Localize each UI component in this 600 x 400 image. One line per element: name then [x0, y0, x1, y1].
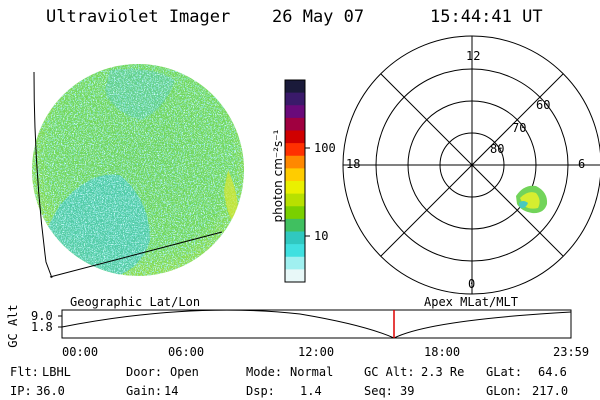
colorbar-segment [285, 244, 305, 258]
panel-label-apex: Apex MLat/MLT [424, 295, 518, 309]
orbit-xtick-1800: 18:00 [424, 345, 461, 359]
colorbar-segment [285, 218, 305, 232]
info-door-label: Door: [126, 365, 163, 379]
orbit-ylabel: GC Alt [6, 304, 20, 348]
earth-disk-image [32, 64, 244, 276]
orbit-altitude-curve [61, 309, 572, 339]
colorbar-segment [285, 193, 305, 207]
geo-latitude-line [49, 231, 223, 278]
info-door-value: Open [170, 365, 199, 379]
polar-plot [342, 35, 600, 295]
colorbar-segment [285, 92, 305, 106]
colorbar-segment [285, 80, 305, 94]
colorbar-segment [285, 269, 305, 283]
orbit-ytick-high: 9.0 [31, 309, 53, 323]
colorbar-segment [285, 206, 305, 220]
info-ip-label: IP: [10, 384, 32, 398]
colorbar-border [284, 79, 306, 283]
info-mode-label: Mode: [246, 365, 283, 379]
colorbar-segment [285, 231, 305, 245]
info-gcalt-label: GC Alt: [364, 365, 415, 379]
info-ip-value: 36.0 [36, 384, 65, 398]
info-dsp-label: Dsp: [246, 384, 275, 398]
instrument-title: Ultraviolet Imager [46, 7, 231, 27]
polar-label-right: 6 [578, 157, 586, 171]
info-gain-label: Gain: [126, 384, 163, 398]
colorbar-tick-10: 10 [314, 229, 329, 243]
orbit-xtick-2359: 23:59 [553, 345, 590, 359]
orbit-xtick-1200: 12:00 [298, 345, 335, 359]
colorbar-tick-100: 100 [314, 141, 336, 155]
info-filter-label: Flt: [10, 365, 39, 379]
info-seq-label: Seq: [364, 384, 393, 398]
colorbar [284, 79, 306, 283]
geo-longitude-line [33, 71, 53, 279]
polar-auroral-blob [516, 185, 548, 214]
polar-label-left: 18 [346, 157, 361, 171]
observation-time: 15:44:41 UT [430, 7, 543, 27]
colorbar-segment [285, 256, 305, 270]
info-glon-value: 217.0 [532, 384, 569, 398]
observation-date: 26 May 07 [272, 7, 365, 27]
info-mode-value: Normal [290, 365, 334, 379]
orbit-xtick-0000: 00:00 [62, 345, 99, 359]
colorbar-segment [285, 117, 305, 131]
info-filter-value: LBHL [42, 365, 71, 379]
info-glon-label: GLon: [486, 384, 523, 398]
colorbar-segment [285, 105, 305, 119]
info-seq-value: 39 [400, 384, 415, 398]
info-glat-value: 64.6 [538, 365, 567, 379]
polar-label-bottom: 0 [468, 277, 476, 291]
polar-label-top: 12 [466, 49, 481, 63]
orbit-ytick-low: 1.8 [31, 320, 53, 334]
colorbar-segment [285, 168, 305, 182]
orbit-xtick-0600: 06:00 [168, 345, 205, 359]
orbit-plot [58, 309, 572, 339]
info-gain-value: 14 [164, 384, 179, 398]
colorbar-segment [285, 130, 305, 144]
polar-label-lat80: 80 [490, 142, 505, 156]
info-gcalt-value: 2.3 Re [421, 365, 465, 379]
colorbar-segment [285, 155, 305, 169]
colorbar-segment [285, 143, 305, 157]
panel-label-geographic: Geographic Lat/Lon [70, 295, 201, 309]
colorbar-label: photon cm⁻²s⁻¹ [271, 129, 285, 223]
polar-label-lat60: 60 [536, 98, 551, 112]
info-dsp-value: 1.4 [300, 384, 322, 398]
info-glat-label: GLat: [486, 365, 523, 379]
colorbar-segment [285, 181, 305, 195]
polar-label-lat70: 70 [512, 121, 527, 135]
